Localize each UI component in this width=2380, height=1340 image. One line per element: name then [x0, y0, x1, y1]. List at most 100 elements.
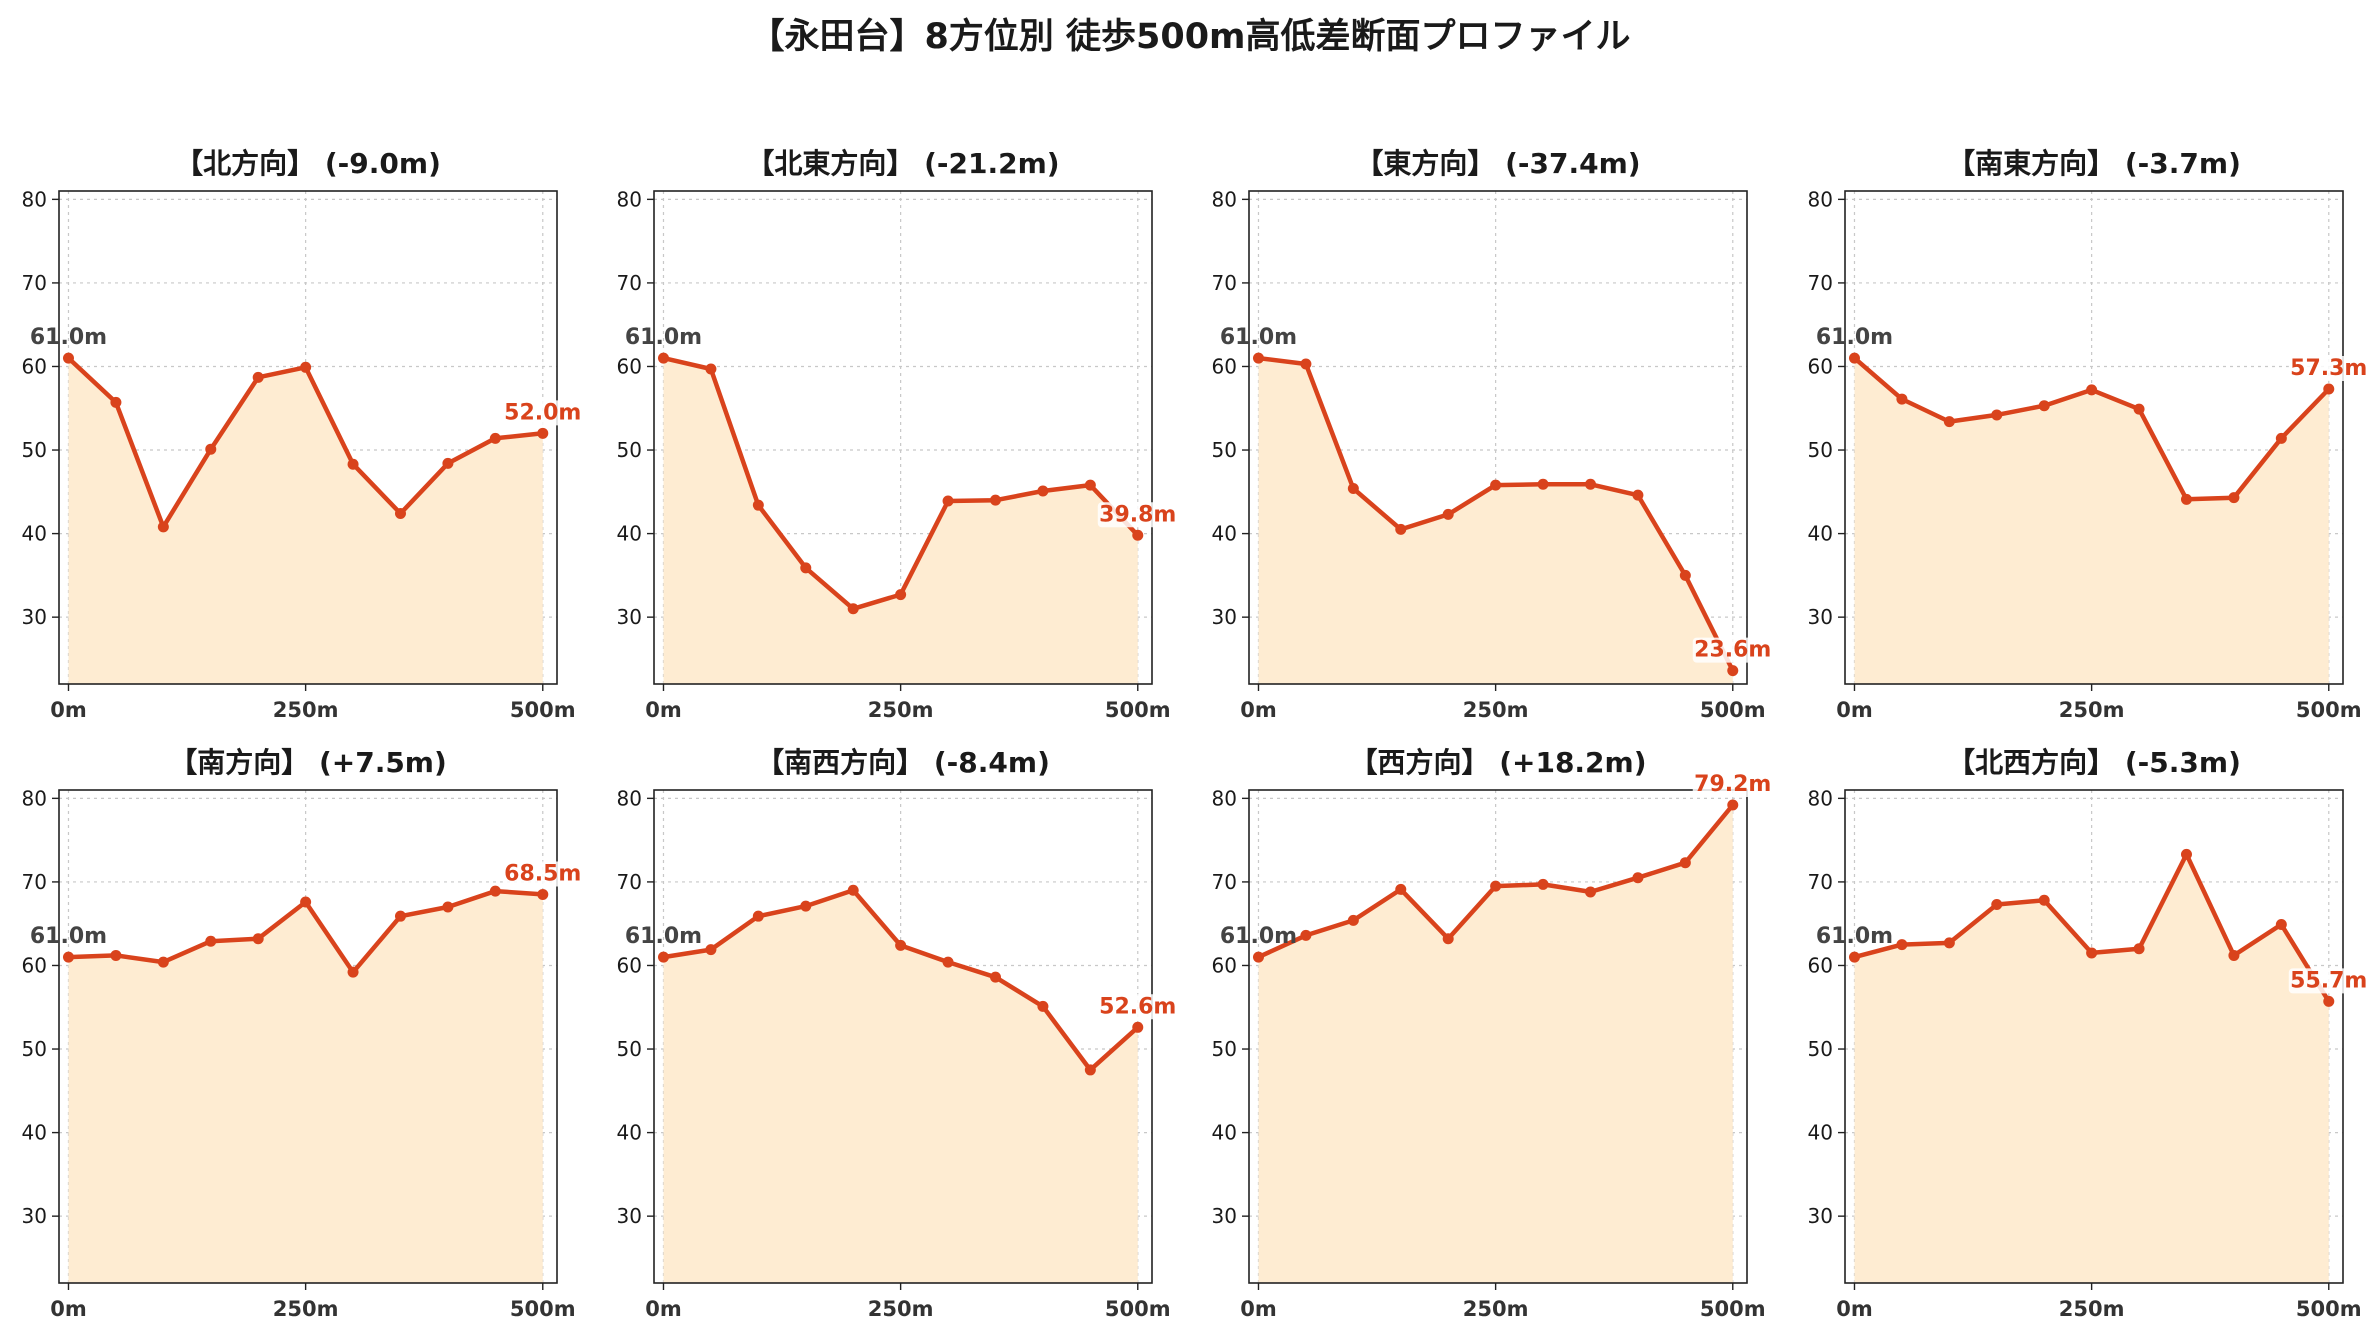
- data-point: [2038, 400, 2050, 412]
- data-point: [2180, 848, 2192, 860]
- data-point: [989, 971, 1001, 983]
- plot-frame: [653, 190, 1153, 685]
- x-tick-label: 250m: [868, 698, 934, 722]
- y-tick-label: 40: [617, 522, 642, 546]
- y-tick-label: 60: [1212, 354, 1237, 378]
- y-tick-label: 60: [1808, 354, 1833, 378]
- data-point: [2133, 943, 2145, 955]
- data-point: [1442, 933, 1454, 945]
- data-point: [110, 949, 122, 961]
- y-tick-label: 50: [22, 1037, 47, 1061]
- data-point: [847, 884, 859, 896]
- data-point: [1537, 878, 1549, 890]
- x-tick-label: 500m: [2296, 698, 2362, 722]
- data-point: [1584, 886, 1596, 898]
- chart-title: 【北西方向】 (-5.3m): [1947, 746, 2241, 779]
- x-tick-label: 0m: [645, 698, 682, 722]
- data-point: [2086, 947, 2098, 959]
- chart-title: 【西方向】 (+18.2m): [1349, 746, 1646, 779]
- data-point: [1991, 409, 2003, 421]
- end-label-background: [1097, 994, 1178, 1020]
- chart-title: 【東方向】 (-37.4m): [1355, 147, 1640, 180]
- start-elevation-label: 61.0m: [30, 924, 107, 949]
- plot-frame: [1844, 190, 2344, 685]
- data-point: [2275, 919, 2287, 931]
- data-point: [1896, 939, 1908, 951]
- y-tick-label: 50: [1212, 1037, 1237, 1061]
- data-point: [537, 888, 549, 900]
- end-elevation-label: 57.3m: [2290, 356, 2367, 381]
- end-label-background: [502, 861, 583, 887]
- data-point: [2228, 492, 2240, 504]
- y-tick-label: 30: [1808, 605, 1833, 629]
- y-tick-label: 60: [617, 953, 642, 977]
- end-label-background: [1692, 637, 1773, 663]
- plot-frame: [58, 190, 558, 685]
- plot-frame: [1248, 789, 1748, 1284]
- data-point: [2323, 383, 2335, 395]
- data-point: [705, 944, 717, 956]
- y-tick-label: 30: [1808, 1204, 1833, 1228]
- x-tick-label: 0m: [1240, 698, 1277, 722]
- data-point: [489, 885, 501, 897]
- data-point: [800, 562, 812, 574]
- y-tick-label: 30: [617, 605, 642, 629]
- chart-title: 【北方向】 (-9.0m): [175, 147, 441, 180]
- y-tick-label: 40: [22, 522, 47, 546]
- data-point: [537, 427, 549, 439]
- data-point: [394, 508, 406, 520]
- data-point: [2180, 493, 2192, 505]
- data-point: [752, 910, 764, 922]
- x-tick-label: 500m: [1105, 698, 1171, 722]
- data-point: [1632, 872, 1644, 884]
- start-elevation-label: 61.0m: [625, 924, 702, 949]
- area-fill: [1854, 854, 2329, 1283]
- x-tick-label: 0m: [645, 1297, 682, 1321]
- data-point: [2323, 995, 2335, 1007]
- data-point: [942, 495, 954, 507]
- data-point: [1132, 529, 1144, 541]
- x-tick-label: 0m: [50, 1297, 87, 1321]
- y-tick-label: 60: [1212, 953, 1237, 977]
- data-point: [705, 363, 717, 375]
- y-tick-label: 50: [617, 438, 642, 462]
- data-point: [252, 371, 264, 383]
- area-fill: [68, 891, 543, 1283]
- y-tick-label: 70: [22, 870, 47, 894]
- data-point: [1252, 951, 1264, 963]
- data-point: [252, 933, 264, 945]
- area-fill: [1258, 805, 1733, 1283]
- x-tick-label: 250m: [2059, 1297, 2125, 1321]
- y-tick-label: 30: [617, 1204, 642, 1228]
- y-tick-label: 60: [617, 354, 642, 378]
- data-point: [895, 589, 907, 601]
- data-point: [1679, 569, 1691, 581]
- end-elevation-label: 39.8m: [1099, 502, 1176, 527]
- y-tick-label: 40: [1212, 1121, 1237, 1145]
- y-tick-label: 80: [22, 187, 47, 211]
- data-point: [442, 901, 454, 913]
- chart-panel-8: 30 40 50 60 70 80 0m 250m 500m 61.0m 55.7m 【北西方向】 (…: [1808, 746, 2369, 1321]
- y-tick-label: 50: [1212, 438, 1237, 462]
- data-point: [62, 352, 74, 364]
- y-tick-label: 80: [617, 786, 642, 810]
- data-point: [442, 457, 454, 469]
- data-point: [394, 910, 406, 922]
- y-tick-label: 70: [1212, 271, 1237, 295]
- y-tick-label: 80: [1212, 786, 1237, 810]
- y-tick-label: 70: [1808, 870, 1833, 894]
- data-point: [1727, 799, 1739, 811]
- data-point: [347, 458, 359, 470]
- x-tick-label: 250m: [273, 1297, 339, 1321]
- x-tick-label: 0m: [1836, 698, 1873, 722]
- y-tick-label: 50: [1808, 438, 1833, 462]
- end-label-background: [2288, 356, 2369, 382]
- x-tick-label: 250m: [1463, 1297, 1529, 1321]
- data-point: [300, 361, 312, 373]
- start-elevation-label: 61.0m: [1220, 924, 1297, 949]
- area-fill: [663, 890, 1138, 1283]
- y-tick-label: 80: [1808, 187, 1833, 211]
- data-point: [1848, 951, 1860, 963]
- chart-panel-2: 30 40 50 60 70 80 0m 250m 500m 61.0m 39.8m 【北東方向】 (…: [617, 147, 1178, 722]
- data-point: [1679, 857, 1691, 869]
